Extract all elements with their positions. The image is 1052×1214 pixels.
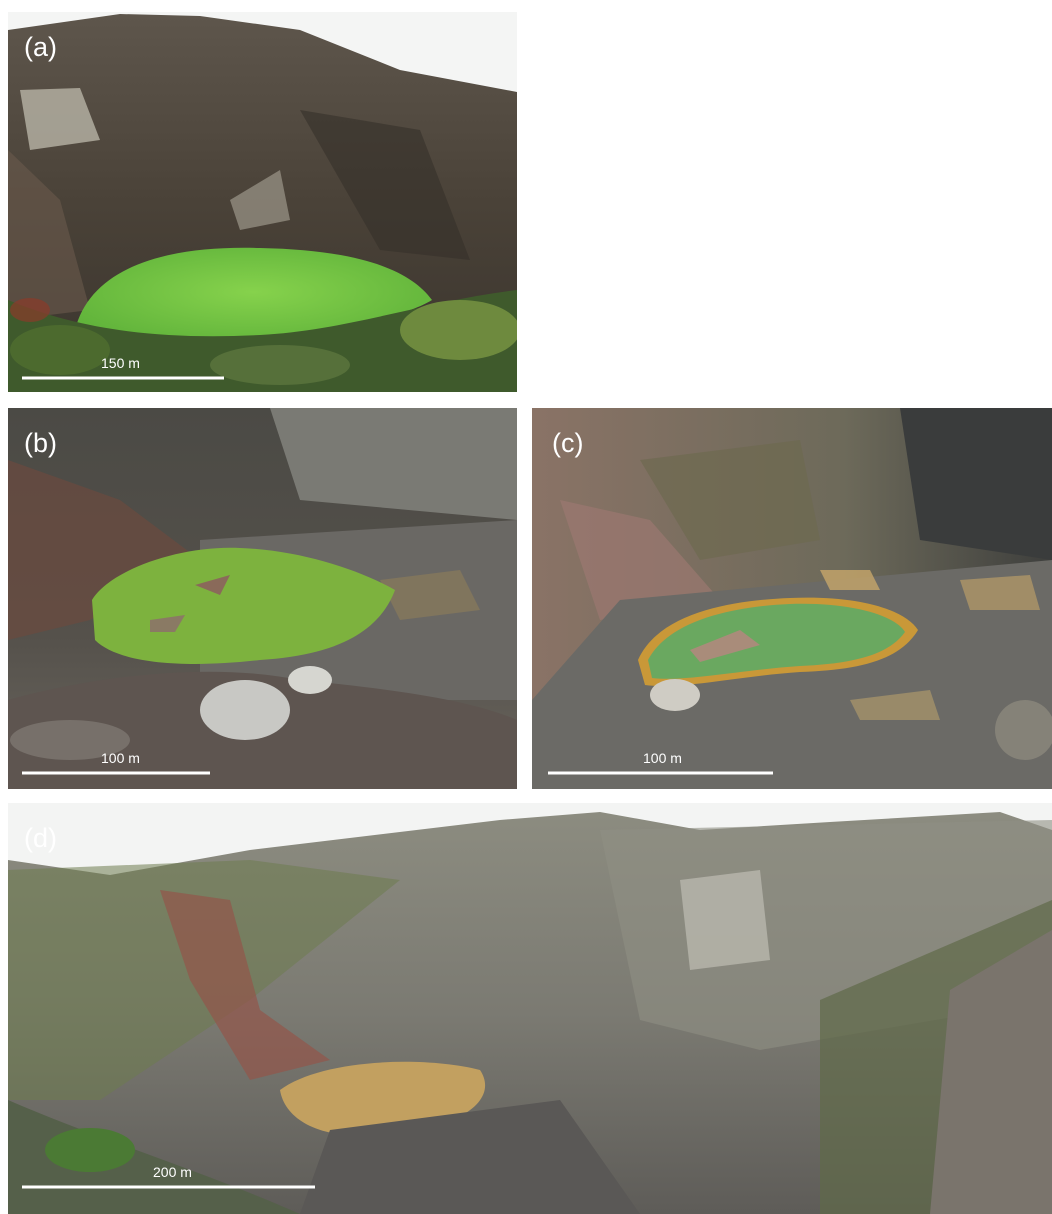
photo-a [8,12,517,392]
panel-label: (c) [552,428,583,458]
photo-b [8,408,517,789]
scale-bar-label: 200 m [153,1164,192,1180]
scale-bar-label: 100 m [101,750,140,766]
photo-d [8,803,1052,1214]
scale-bar-label: 150 m [101,355,140,371]
scale-bar-label: 100 m [643,750,682,766]
panel-label: (a) [24,32,57,62]
photo-c [532,408,1052,789]
panel-label: (d) [24,823,57,853]
panel-label: (b) [24,428,57,458]
